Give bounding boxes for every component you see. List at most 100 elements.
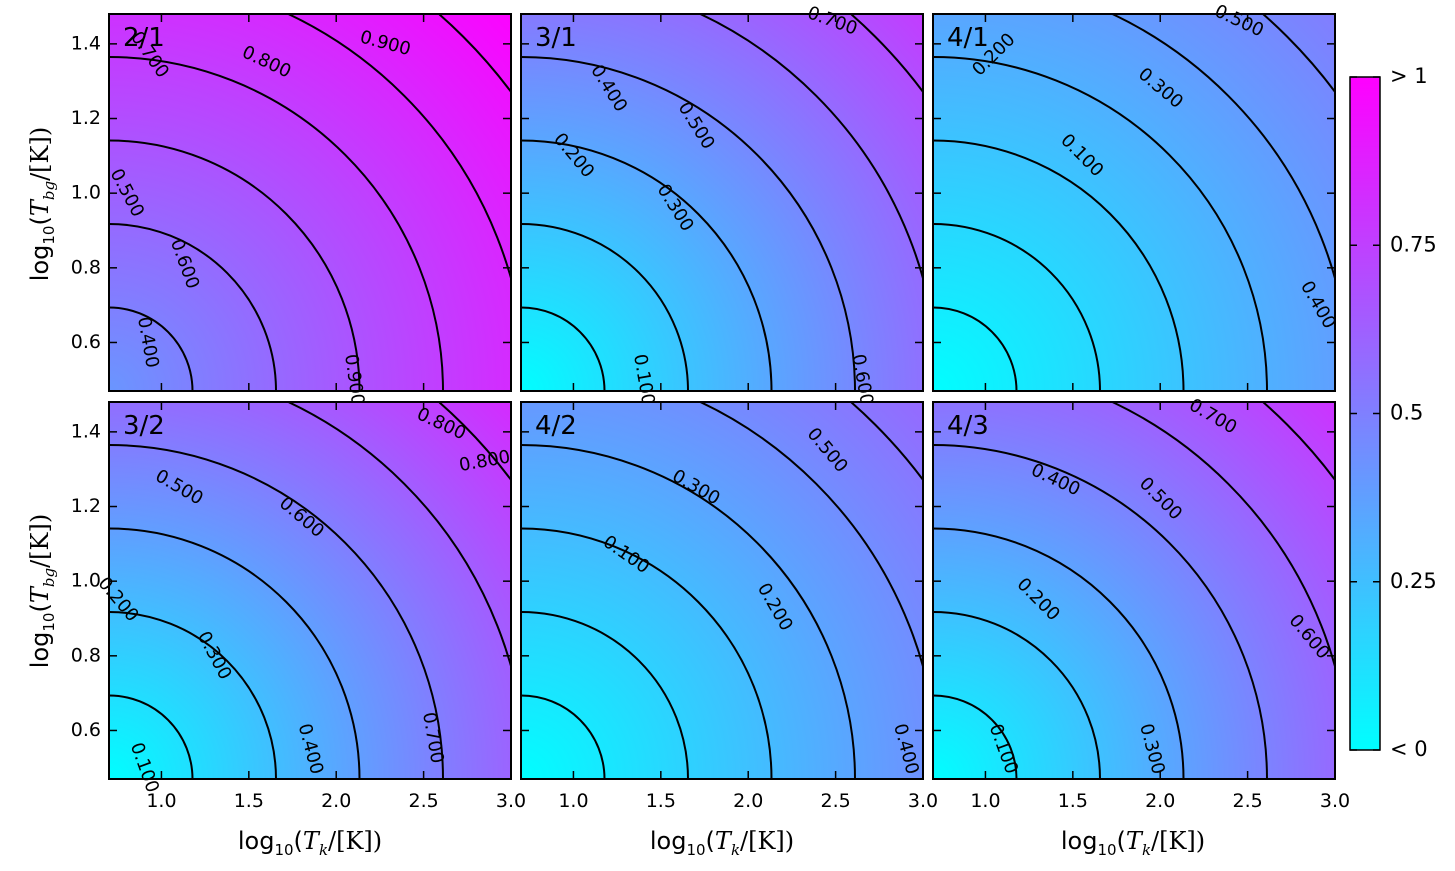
y-axis-label-bottom: log10(Tbg/[K]) xyxy=(26,514,58,668)
panel-frame xyxy=(520,13,924,392)
x-tick-label: 2.0 xyxy=(733,790,763,812)
contour-line xyxy=(1109,402,1335,671)
contour-line xyxy=(933,527,1185,779)
y-tick-label: 0.6 xyxy=(71,331,101,353)
x-axis-label-middle: log10(Tk/[K]) xyxy=(650,827,794,859)
colorbar-tick-label: 0.25 xyxy=(1390,569,1437,593)
colorbar-tick-label: 0.5 xyxy=(1390,401,1423,425)
y-tick-label: 0.8 xyxy=(71,256,101,278)
y-tick-label: 1.4 xyxy=(71,32,101,54)
contour-line xyxy=(109,444,444,779)
x-tick-label: 2.5 xyxy=(408,790,438,812)
panel-p21: 0.700 0.800 0.9000.5000.6000.4000.9000.60.… xyxy=(71,13,512,407)
panel-heatmap xyxy=(521,402,923,779)
contour-line xyxy=(521,56,856,391)
x-axis-label-right: log10(Tk/[K]) xyxy=(1061,827,1205,859)
contour-line xyxy=(933,56,1268,391)
colorbar: < 0 0.25 0.5 0.75 > 1 xyxy=(1349,64,1437,761)
y-tick-label: 1.2 xyxy=(71,495,101,517)
contour-line xyxy=(933,611,1101,779)
x-tick-label: 1.0 xyxy=(970,790,1000,812)
contour-line xyxy=(933,694,1018,779)
y-tick-label: 1.4 xyxy=(71,420,101,442)
x-axis-label-left: log10(Tk/[K]) xyxy=(238,827,382,859)
contour-line xyxy=(521,306,606,391)
panel-label: 2/1 xyxy=(123,23,165,53)
panel-heatmap xyxy=(933,402,1335,779)
panel-frame xyxy=(108,13,512,392)
colorbar-ticks: < 0 0.25 0.5 0.75 > 1 xyxy=(1350,64,1437,761)
contour-line xyxy=(697,14,923,283)
x-tick-label: 2.5 xyxy=(1232,790,1262,812)
panel-heatmap xyxy=(109,402,511,779)
contour-line xyxy=(697,402,923,671)
contour-line xyxy=(109,527,361,779)
contour-line xyxy=(109,611,277,779)
contour-line xyxy=(437,402,511,482)
panel-heatmap xyxy=(933,14,1335,391)
contour-line xyxy=(933,223,1101,391)
panel-heatmap xyxy=(109,14,511,391)
contour-line xyxy=(933,139,1185,391)
panel-contours xyxy=(933,402,1335,779)
x-tick-label: 2.0 xyxy=(1145,790,1175,812)
x-tick-label: 1.0 xyxy=(146,790,176,812)
x-tick-label: 2.0 xyxy=(321,790,351,812)
contour-line xyxy=(521,139,773,391)
x-tick-label: 1.5 xyxy=(646,790,676,812)
panels: 0.700 0.800 0.9000.5000.6000.4000.9000.60.… xyxy=(71,1,1350,812)
contour-line xyxy=(521,611,689,779)
panel-contours xyxy=(521,14,923,391)
x-tick-label: 2.5 xyxy=(820,790,850,812)
colorbar-tick-label: > 1 xyxy=(1390,64,1428,88)
contour-line xyxy=(521,444,856,779)
contour-line xyxy=(521,694,606,779)
y-tick-label: 0.6 xyxy=(71,719,101,741)
colorbar-tick-label: < 0 xyxy=(1390,737,1428,761)
contour-line xyxy=(109,139,361,391)
panel-label: 3/2 xyxy=(123,411,165,441)
y-tick-label: 1.0 xyxy=(71,182,101,204)
contour-line xyxy=(1261,402,1335,482)
panel-frame xyxy=(108,401,512,780)
panel-frame xyxy=(932,13,1336,392)
contour-line xyxy=(437,14,511,94)
y-tick-label: 1.0 xyxy=(71,570,101,592)
contour-line xyxy=(285,402,511,671)
panel-heatmap xyxy=(521,14,923,391)
panel-contours xyxy=(109,402,511,779)
panel-frame xyxy=(520,401,924,780)
contour-line xyxy=(849,14,923,94)
contour-line xyxy=(109,223,277,391)
contour-line xyxy=(933,306,1018,391)
panel-contours xyxy=(109,14,511,391)
contour-line xyxy=(1109,14,1335,283)
x-tick-label: 1.0 xyxy=(558,790,588,812)
x-tick-label: 1.5 xyxy=(234,790,264,812)
panel-contours xyxy=(933,14,1335,391)
panel-frame xyxy=(932,401,1336,780)
contour-line xyxy=(849,402,923,482)
panel-label: 4/3 xyxy=(947,411,989,441)
panel-label: 4/2 xyxy=(535,411,577,441)
contour-line xyxy=(933,444,1268,779)
y-axis-label-top: log10(Tbg/[K]) xyxy=(26,127,58,281)
x-tick-label: 3.0 xyxy=(908,790,938,812)
y-tick-label: 0.8 xyxy=(71,644,101,666)
colorbar-tick-label: 0.75 xyxy=(1390,232,1437,256)
contour-line xyxy=(109,306,194,391)
contour-line xyxy=(521,223,689,391)
contour-line xyxy=(1261,14,1335,94)
contour-line xyxy=(521,527,773,779)
x-tick-label: 3.0 xyxy=(1320,790,1350,812)
contour-line xyxy=(285,14,511,283)
contour-line xyxy=(109,694,194,779)
contour-line xyxy=(109,56,444,391)
x-tick-label: 1.5 xyxy=(1058,790,1088,812)
y-tick-label: 1.2 xyxy=(71,107,101,129)
x-tick-label: 3.0 xyxy=(496,790,526,812)
